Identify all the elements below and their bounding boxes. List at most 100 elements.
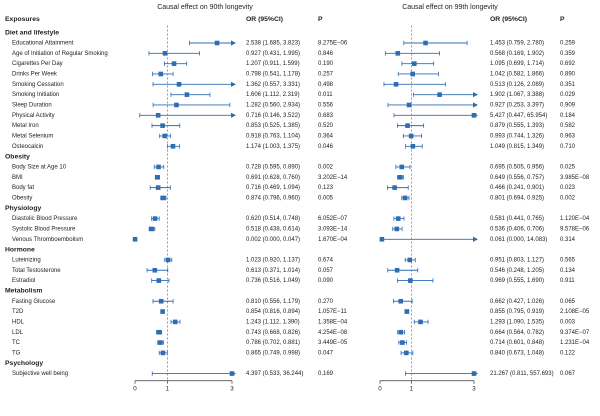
p-value-text: 0.090	[318, 278, 334, 284]
or-marker	[408, 133, 414, 139]
or-marker	[471, 113, 477, 118]
or-marker	[392, 185, 397, 190]
header-or: OR (95%CI)	[246, 16, 283, 23]
or-marker	[152, 216, 158, 221]
p-value-text: 0.023	[560, 185, 576, 191]
or-marker	[395, 216, 401, 221]
p-value-text: 1.358E−04	[318, 319, 348, 325]
or-marker	[165, 257, 171, 263]
or-ci-text: 0.546 (0.248, 1.205)	[490, 268, 544, 274]
or-ci-text: 1.049 (0.815, 1.349)	[490, 144, 544, 150]
p-value-text: 0.011	[318, 92, 333, 98]
exposure-label: Body Size at Age 10	[12, 165, 67, 171]
p-value-text: 0.359	[560, 51, 576, 57]
or-marker	[160, 123, 165, 128]
or-marker	[394, 226, 400, 232]
or-ci-text: 0.736 (0.516, 1.049)	[246, 278, 300, 284]
or-ci-text: 0.801 (0.694, 0.925)	[490, 196, 544, 202]
exposure-label: BMI	[12, 175, 23, 181]
p-value-text: 0.270	[318, 299, 334, 305]
p-value-text: 1.057E−11	[318, 309, 347, 315]
or-ci-text: 0.716 (0.146, 3.522)	[246, 113, 300, 119]
group-label: Obesity	[5, 153, 30, 160]
exposure-label: TC	[12, 340, 21, 346]
ci-arrow	[473, 102, 478, 108]
or-ci-text: 0.662 (0.427, 1.026)	[490, 299, 544, 305]
p-value-text: 3.985E−08	[560, 175, 590, 181]
p-value-text: 0.556	[318, 103, 334, 109]
p-value-text: 0.909	[560, 103, 576, 109]
or-marker	[412, 61, 417, 66]
or-ci-text: 0.879 (0.555, 1.393)	[490, 123, 544, 129]
exposure-label: Educational Attainment	[12, 41, 74, 47]
or-ci-text: 0.728 (0.595, 0.890)	[246, 165, 300, 171]
x-tick-label: 3	[230, 385, 234, 392]
p-value-text: 0.498	[318, 82, 334, 88]
or-ci-text: 0.518 (0.438, 0.614)	[246, 227, 300, 233]
p-value-text: 0.890	[560, 72, 576, 78]
or-marker	[393, 82, 399, 87]
or-marker	[156, 278, 162, 283]
or-marker	[229, 371, 235, 376]
or-marker	[410, 71, 415, 77]
group-label: Psychology	[5, 360, 43, 367]
p-value-text: 0.351	[560, 82, 576, 88]
or-marker	[171, 61, 177, 66]
exposure-label: Total Testosterone	[12, 268, 61, 274]
p-value-text: 0.025	[560, 165, 576, 171]
or-ci-text: 0.874 (0.796, 0.960)	[246, 196, 300, 202]
or-marker	[162, 51, 168, 56]
exposure-label: Obesity	[12, 196, 32, 202]
p-value-text: 0.057	[318, 268, 334, 274]
x-tick-label: 3	[472, 385, 476, 392]
exposure-label: Fasting Glucose	[12, 299, 56, 305]
exposure-label: Diastolic Blood Pressure	[12, 216, 78, 222]
or-ci-text: 0.853 (0.525, 1.385)	[246, 123, 300, 129]
or-marker	[402, 195, 408, 201]
or-marker	[398, 298, 404, 304]
or-ci-text: 21.267 (0.811, 557.693)	[490, 371, 554, 377]
group-label: Hormone	[5, 246, 35, 253]
p-value-text: 0.002	[318, 165, 334, 171]
or-ci-text: 0.649 (0.556, 0.757)	[490, 175, 544, 181]
or-ci-text: 0.536 (0.406, 0.706)	[490, 227, 544, 233]
or-ci-text: 0.865 (0.749, 0.998)	[246, 350, 300, 356]
or-marker	[379, 236, 385, 242]
exposure-label: Venous Thromboembolism	[12, 237, 83, 243]
exposure-label: Age of Initiation of Regular Smoking	[12, 51, 108, 57]
x-tick-label: 1	[166, 385, 170, 392]
p-value-text: 0.846	[318, 51, 334, 57]
or-ci-text: 1.174 (1.003, 1.375)	[246, 144, 300, 150]
or-marker	[398, 174, 403, 180]
exposure-label: Osteocalcin	[12, 144, 43, 150]
or-marker	[410, 143, 416, 149]
or-ci-text: 4.397 (0.533, 36.244)	[246, 371, 303, 377]
or-ci-text: 0.061 (0.000, 14.083)	[490, 237, 547, 243]
p-value-text: 0.674	[318, 258, 334, 264]
or-ci-text: 1.453 (0.759, 2.780)	[490, 41, 544, 47]
exposure-label: Subjective well being	[12, 371, 68, 377]
or-ci-text: 1.293 (1.090, 1.535)	[490, 319, 544, 325]
or-ci-text: 0.714 (0.601, 0.848)	[490, 340, 544, 346]
p-value-text: 0.911	[560, 278, 575, 284]
exposure-label: Estradiol	[12, 278, 35, 284]
or-ci-text: 0.840 (0.673, 1.048)	[490, 350, 544, 356]
or-ci-text: 1.606 (1.112, 2.319)	[246, 92, 300, 98]
or-ci-text: 0.466 (0.241, 0.901)	[490, 185, 544, 191]
or-ci-text: 1.095 (0.699, 1.714)	[490, 61, 544, 67]
p-value-text: 0.710	[560, 144, 576, 150]
p-value-text: 2.108E−05	[560, 309, 590, 315]
or-ci-text: 0.798 (0.541, 1.178)	[246, 72, 300, 78]
exposure-label: Cigarettes Per Day	[12, 61, 63, 67]
exposure-label: Sleep Duration	[12, 103, 52, 109]
x-tick-label: 0	[133, 385, 137, 392]
p-value-text: 0.565	[560, 258, 576, 264]
or-ci-text: 0.664 (0.564, 0.782)	[490, 330, 544, 336]
exposure-label: Metal Selenium	[12, 134, 53, 140]
or-ci-text: 0.568 (0.169, 1.902)	[490, 51, 544, 57]
p-value-text: 0.364	[318, 134, 334, 140]
exposure-label: T2D	[12, 309, 24, 315]
or-ci-text: 0.743 (0.668, 0.826)	[246, 330, 300, 336]
or-marker	[155, 174, 160, 180]
p-value-text: 0.190	[318, 61, 334, 67]
